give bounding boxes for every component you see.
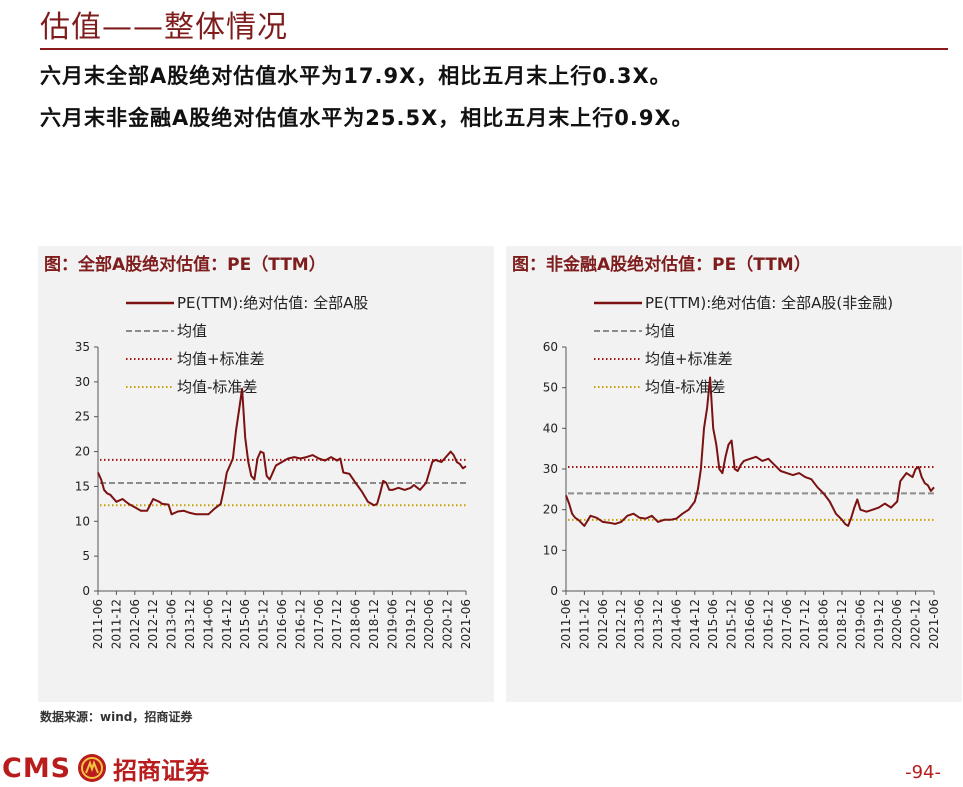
x-tick-label: 2016-12 (293, 599, 307, 649)
x-tick-label: 2020-12 (441, 599, 455, 649)
x-tick-label: 2012-06 (596, 599, 610, 649)
x-tick-label: 2013-12 (183, 599, 197, 649)
x-tick-label: 2021-06 (927, 599, 941, 649)
legend-series-label: PE(TTM):绝对估值: 全部A股(非金融) (645, 294, 893, 312)
legend-mean-label: 均值 (177, 322, 207, 340)
legend-upper-label: 均值+标准差 (177, 350, 265, 368)
logo-cms-text: CMS (2, 752, 72, 784)
x-tick-label: 2019-06 (385, 599, 399, 649)
x-tick-label: 2018-06 (817, 599, 831, 649)
legend-series-label: PE(TTM):绝对估值: 全部A股 (177, 294, 368, 312)
legend-lower-label: 均值-标准差 (177, 378, 257, 396)
x-tick-label: 2015-12 (257, 599, 271, 649)
x-tick-label: 2014-06 (201, 599, 215, 649)
y-tick-label: 30 (75, 375, 90, 389)
y-tick-label: 35 (75, 340, 90, 354)
panel-title: 图：全部A股绝对估值：PE（TTM） (44, 255, 326, 275)
x-tick-label: 2011-12 (109, 599, 123, 649)
page-title: 估值——整体情况 (40, 10, 288, 45)
x-tick-label: 2018-12 (367, 599, 381, 649)
x-tick-label: 2017-12 (330, 599, 344, 649)
source-note: 数据来源：wind，招商证券 (40, 710, 193, 724)
x-tick-label: 2020-06 (890, 599, 904, 649)
y-tick-label: 60 (543, 340, 558, 354)
summary-line-1: 六月末全部A股绝对估值水平为17.9X，相比五月末上行0.3X。 (40, 64, 672, 88)
x-tick-label: 2016-12 (761, 599, 775, 649)
x-tick-label: 2014-06 (669, 599, 683, 649)
y-tick-label: 30 (543, 462, 558, 476)
y-tick-label: 15 (75, 479, 90, 493)
logo-cn-text: 招商证券 (113, 756, 210, 785)
y-tick-label: 10 (543, 543, 558, 557)
y-tick-label: 20 (543, 503, 558, 517)
x-tick-label: 2014-12 (688, 599, 702, 649)
chart-all-a: 0 5 10 15 20 25 30 35 2011-06 2011-12 2012-06 2012-… (75, 294, 473, 649)
logo-badge-icon (78, 754, 107, 782)
series-line (97, 387, 467, 516)
x-tick-label: 2018-12 (835, 599, 849, 649)
x-tick-label: 2015-06 (706, 599, 720, 649)
title-rule (40, 48, 948, 50)
x-tick-label: 2013-06 (633, 599, 647, 649)
chart-panel-non-financial: 图：非金融A股绝对估值：PE（TTM） 0 10 20 30 40 50 60 2011-06… (506, 246, 962, 702)
x-tick-label: 2019-06 (853, 599, 867, 649)
y-tick-label: 50 (543, 381, 558, 395)
x-tick-label: 2018-06 (349, 599, 363, 649)
x-tick-label: 2011-06 (91, 599, 105, 649)
legend-upper-label: 均值+标准差 (645, 350, 733, 368)
x-tick-label: 2015-06 (238, 599, 252, 649)
summary-line-2: 六月末非金融A股绝对估值水平为25.5X，相比五月末上行0.9X。 (40, 106, 694, 130)
y-tick-label: 0 (82, 584, 90, 598)
x-tick-label: 2012-06 (128, 599, 142, 649)
y-tick-label: 25 (75, 410, 90, 424)
series-line (565, 376, 935, 527)
x-tick-label: 2020-12 (909, 599, 923, 649)
x-tick-label: 2019-12 (872, 599, 886, 649)
x-tick-label: 2012-12 (146, 599, 160, 649)
x-tick-label: 2014-12 (220, 599, 234, 649)
x-tick-label: 2012-12 (614, 599, 628, 649)
chart-non-financial: 0 10 20 30 40 50 60 2011-06 2011-12 2012-06 2012-1… (543, 294, 941, 649)
page-number: -94- (905, 762, 941, 783)
x-tick-label: 2013-06 (165, 599, 179, 649)
x-tick-label: 2020-06 (422, 599, 436, 649)
y-tick-label: 5 (82, 549, 90, 563)
legend-mean-label: 均值 (645, 322, 675, 340)
panel-title: 图：非金融A股绝对估值：PE（TTM） (512, 255, 811, 275)
x-tick-label: 2017-12 (798, 599, 812, 649)
legend-lower-label: 均值-标准差 (645, 378, 725, 396)
chart-panel-all-a: 图：全部A股绝对估值：PE（TTM） 0 5 10 15 20 25 30 35 2011-06… (38, 246, 494, 702)
y-tick-label: 10 (75, 514, 90, 528)
x-tick-label: 2017-06 (780, 599, 794, 649)
x-tick-label: 2011-06 (559, 599, 573, 649)
y-tick-label: 20 (75, 445, 90, 459)
y-tick-label: 40 (543, 421, 558, 435)
x-tick-label: 2021-06 (459, 599, 473, 649)
y-tick-label: 0 (550, 584, 558, 598)
x-tick-label: 2019-12 (404, 599, 418, 649)
x-tick-label: 2016-06 (743, 599, 757, 649)
x-tick-label: 2011-12 (577, 599, 591, 649)
cms-logo: CMS 招商证券 (2, 750, 209, 786)
x-tick-label: 2015-12 (725, 599, 739, 649)
x-tick-label: 2017-06 (312, 599, 326, 649)
x-tick-label: 2016-06 (275, 599, 289, 649)
x-tick-label: 2013-12 (651, 599, 665, 649)
